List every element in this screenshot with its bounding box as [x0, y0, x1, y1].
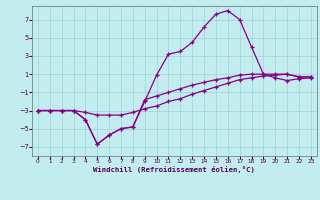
X-axis label: Windchill (Refroidissement éolien,°C): Windchill (Refroidissement éolien,°C) — [93, 166, 255, 173]
